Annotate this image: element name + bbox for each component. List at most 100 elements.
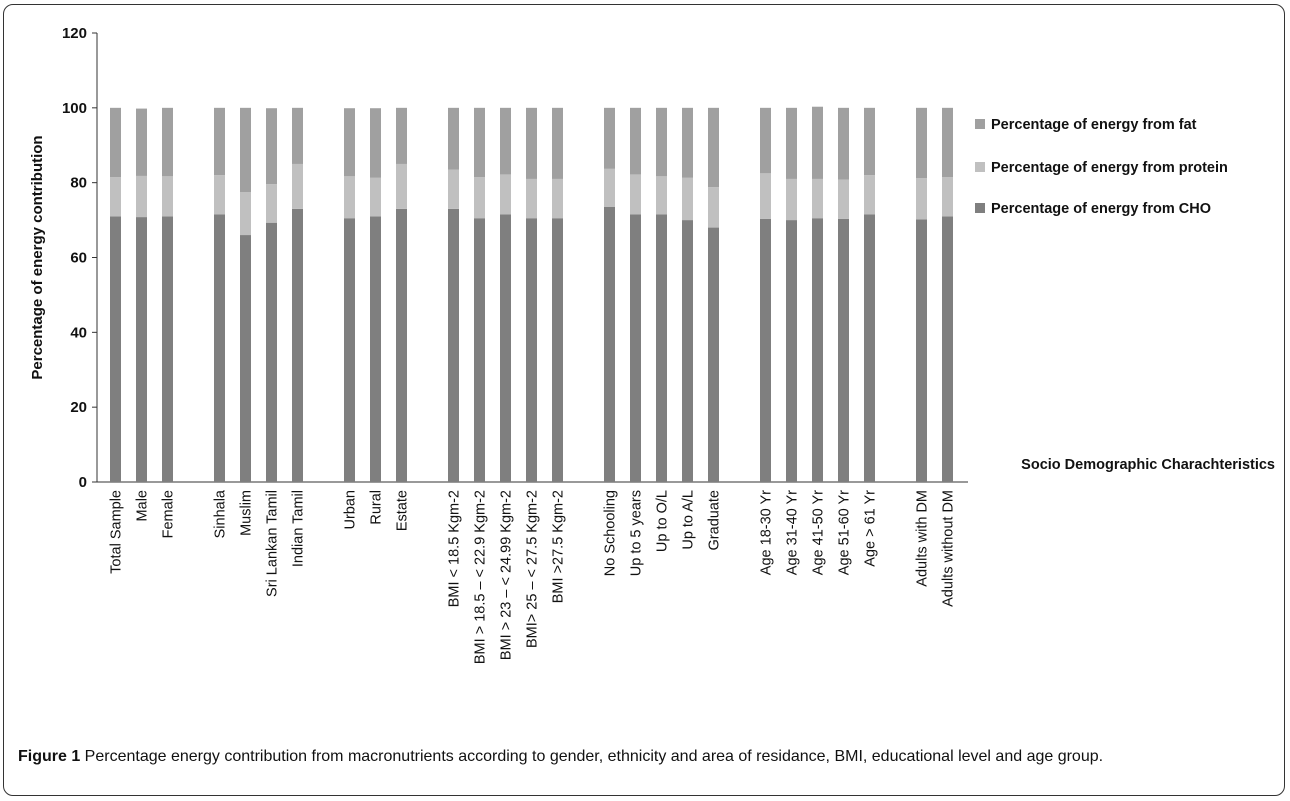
bar-segment-protein bbox=[864, 175, 875, 215]
x-tick-label: Adults with DM bbox=[915, 490, 931, 587]
bar-segment-fat bbox=[812, 106, 823, 179]
legend-label: Percentage of energy from fat bbox=[991, 117, 1197, 133]
bar-segment-protein bbox=[526, 178, 537, 219]
x-tick-label: BMI < 18.5 Kgm-2 bbox=[447, 490, 463, 607]
bar-segment-protein bbox=[370, 177, 381, 217]
bar-segment-fat bbox=[266, 108, 277, 185]
bar-segment-cho bbox=[838, 218, 849, 483]
y-tick-label: 100 bbox=[62, 100, 87, 117]
bar-segment-protein bbox=[240, 192, 251, 236]
bar-segment-fat bbox=[500, 107, 511, 175]
x-tick-label: BMI> 25 – < 27.5 Kgm-2 bbox=[525, 490, 541, 648]
bar-segment-fat bbox=[526, 107, 537, 179]
x-tick-label: Age 18-30 Yr bbox=[759, 490, 775, 575]
bar-segment-cho bbox=[604, 206, 615, 483]
bar-segment-cho bbox=[812, 218, 823, 482]
bar-segment-fat bbox=[760, 107, 771, 174]
x-tick-label: Male bbox=[135, 490, 151, 521]
x-tick-label: Up to A/L bbox=[681, 490, 697, 550]
x-tick-label: Sinhala bbox=[213, 489, 229, 538]
bar-segment-cho bbox=[864, 214, 875, 483]
bar-segment-protein bbox=[812, 178, 823, 219]
x-tick-label: Total Sample bbox=[109, 490, 125, 574]
x-tick-label: BMI > 23 – < 24.99 Kgm-2 bbox=[499, 490, 515, 660]
legend-label: Percentage of energy from CHO bbox=[991, 201, 1211, 217]
bar-segment-fat bbox=[864, 107, 875, 176]
y-axis-label: Percentage of energy contribution bbox=[29, 135, 46, 379]
bar-segment-protein bbox=[656, 176, 667, 215]
x-tick-label: Age 51-60 Yr bbox=[837, 490, 853, 575]
x-tick-label: Graduate bbox=[707, 490, 723, 550]
y-tick-label: 20 bbox=[70, 399, 87, 416]
x-tick-label: Age 41-50 Yr bbox=[811, 490, 827, 575]
bar-segment-fat bbox=[396, 107, 407, 164]
x-tick-label: Female bbox=[161, 490, 177, 538]
bar-segment-cho bbox=[474, 218, 485, 482]
bar-segment-protein bbox=[786, 178, 797, 221]
bar-segment-protein bbox=[838, 179, 849, 219]
stacked-bar-chart: 0 20 40 60 80 100 120 Percentage of energy cont… bbox=[29, 25, 1275, 664]
x-axis-label: Socio Demographic Charachteristics bbox=[1021, 457, 1275, 473]
bar-segment-cho bbox=[370, 216, 381, 482]
bar-segment-protein bbox=[630, 174, 641, 215]
bar-segment-fat bbox=[370, 108, 381, 178]
x-tick-label: BMI > 18.5 – < 22.9 Kgm-2 bbox=[473, 490, 489, 664]
bar-segment-fat bbox=[136, 108, 147, 176]
bar-segment-cho bbox=[500, 214, 511, 483]
y-tick-label: 80 bbox=[70, 175, 87, 192]
bar-segment-cho bbox=[682, 220, 693, 483]
x-tick-label: Urban bbox=[343, 490, 359, 530]
bar-segment-fat bbox=[604, 107, 615, 169]
bar-segment-protein bbox=[474, 177, 485, 219]
legend-swatch bbox=[975, 203, 985, 213]
bar-segment-fat bbox=[552, 107, 563, 179]
figure-frame bbox=[3, 4, 1285, 796]
bar-segment-fat bbox=[474, 107, 485, 178]
bar-segment-cho bbox=[526, 218, 537, 482]
legend-swatch bbox=[975, 162, 985, 172]
bar-segment-cho bbox=[162, 216, 173, 482]
bar-segment-protein bbox=[292, 163, 303, 209]
bar-segment-fat bbox=[786, 107, 797, 179]
bar-segment-protein bbox=[604, 168, 615, 207]
bar-segment-fat bbox=[240, 107, 251, 193]
bar-segment-protein bbox=[682, 177, 693, 221]
bar-segment-cho bbox=[916, 219, 927, 482]
bar-segment-fat bbox=[656, 107, 667, 177]
bar-segment-cho bbox=[240, 235, 251, 482]
bar-segment-fat bbox=[838, 107, 849, 180]
bar-segment-protein bbox=[500, 174, 511, 215]
bar-segment-protein bbox=[708, 187, 719, 228]
bar-segment-protein bbox=[110, 177, 121, 217]
bar-segment-fat bbox=[630, 107, 641, 175]
figure-caption: Figure 1 Percentage energy contribution … bbox=[18, 745, 1273, 768]
bar-segment-protein bbox=[916, 178, 927, 220]
bar-segment-protein bbox=[136, 175, 147, 218]
y-tick-label: 120 bbox=[62, 25, 87, 42]
bar-segment-fat bbox=[110, 107, 121, 178]
bar-segment-fat bbox=[708, 107, 719, 188]
bar-segment-fat bbox=[292, 107, 303, 164]
bar-segment-protein bbox=[448, 169, 459, 209]
bar-segment-cho bbox=[292, 208, 303, 482]
bar-segment-fat bbox=[214, 107, 225, 176]
bar-segment-cho bbox=[708, 227, 719, 482]
bar-segment-cho bbox=[786, 220, 797, 483]
x-tick-label: Up to 5 years bbox=[629, 490, 645, 576]
x-tick-label: BMI >27.5 Kgm-2 bbox=[551, 490, 567, 603]
bar-segment-protein bbox=[162, 176, 173, 217]
bar-segment-cho bbox=[110, 216, 121, 482]
bar-segment-cho bbox=[214, 214, 225, 483]
bar-segment-cho bbox=[448, 208, 459, 482]
bar-segment-cho bbox=[344, 218, 355, 482]
bar-segment-protein bbox=[760, 173, 771, 219]
bar-segment-fat bbox=[448, 107, 459, 170]
bar-segment-cho bbox=[942, 216, 953, 482]
x-tick-label: Sri Lankan Tamil bbox=[265, 490, 281, 597]
bar-segment-protein bbox=[344, 176, 355, 219]
x-tick-label: Muslim bbox=[239, 490, 255, 536]
bar-segment-fat bbox=[682, 107, 693, 178]
x-tick-label: Rural bbox=[369, 490, 385, 525]
legend-label: Percentage of energy from protein bbox=[991, 160, 1228, 176]
bar-segment-protein bbox=[942, 177, 953, 217]
